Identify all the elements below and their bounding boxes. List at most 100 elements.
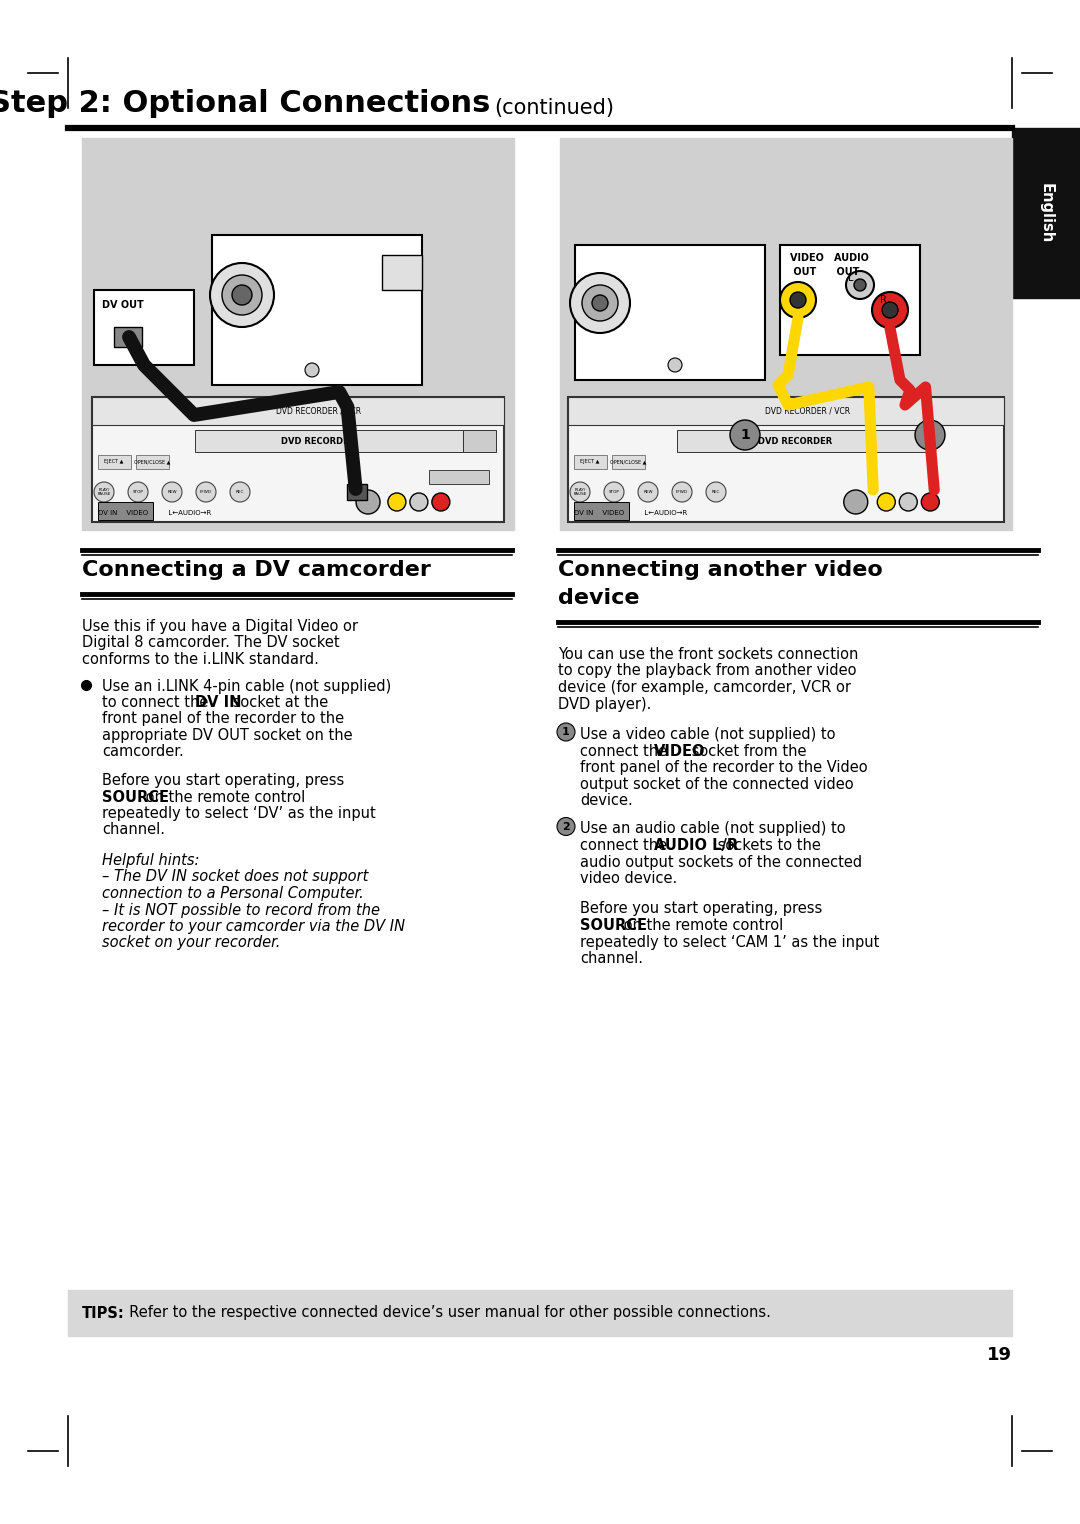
Circle shape bbox=[780, 282, 816, 319]
Circle shape bbox=[592, 296, 608, 311]
Text: FFWD: FFWD bbox=[676, 491, 688, 494]
Circle shape bbox=[94, 482, 114, 501]
Text: PLAY/
PAUSE: PLAY/ PAUSE bbox=[573, 488, 586, 497]
Text: L: L bbox=[848, 273, 853, 283]
Text: to copy the playback from another video: to copy the playback from another video bbox=[558, 663, 856, 678]
Circle shape bbox=[730, 421, 760, 450]
Text: STOP: STOP bbox=[133, 491, 144, 494]
Text: DV IN    VIDEO         L←AUDIO→R: DV IN VIDEO L←AUDIO→R bbox=[98, 511, 212, 517]
Text: OPEN/CLOSE ▲: OPEN/CLOSE ▲ bbox=[134, 460, 171, 465]
Text: Before you start operating, press: Before you start operating, press bbox=[102, 773, 345, 788]
Circle shape bbox=[669, 358, 681, 372]
Text: Use an audio cable (not supplied) to: Use an audio cable (not supplied) to bbox=[580, 821, 846, 837]
Circle shape bbox=[582, 285, 618, 322]
Text: TIPS:: TIPS: bbox=[82, 1306, 125, 1320]
Circle shape bbox=[872, 293, 908, 328]
Circle shape bbox=[789, 293, 806, 308]
Text: sockets to the: sockets to the bbox=[713, 838, 821, 853]
Text: R: R bbox=[880, 296, 887, 305]
Text: REW: REW bbox=[644, 491, 652, 494]
Text: Refer to the respective connected device’s user manual for other possible connec: Refer to the respective connected device… bbox=[120, 1306, 771, 1320]
Bar bbox=[68, 1289, 1012, 1337]
Bar bbox=[94, 290, 194, 366]
Text: 1: 1 bbox=[562, 727, 570, 738]
Text: PLAY/
PAUSE: PLAY/ PAUSE bbox=[97, 488, 110, 497]
Circle shape bbox=[706, 482, 726, 501]
Text: audio output sockets of the connected: audio output sockets of the connected bbox=[580, 855, 862, 870]
Text: Helpful hints:: Helpful hints: bbox=[102, 853, 200, 869]
Text: EJECT ▲: EJECT ▲ bbox=[105, 460, 124, 465]
Text: Use an i.LINK 4-pin cable (not supplied): Use an i.LINK 4-pin cable (not supplied) bbox=[102, 678, 391, 693]
Text: OUT      OUT: OUT OUT bbox=[789, 267, 860, 277]
Circle shape bbox=[557, 722, 575, 741]
Text: DV IN    VIDEO         L←AUDIO→R: DV IN VIDEO L←AUDIO→R bbox=[573, 511, 687, 517]
Text: DVD player).: DVD player). bbox=[558, 696, 651, 712]
Circle shape bbox=[877, 492, 895, 511]
Text: to connect the: to connect the bbox=[102, 695, 213, 710]
Circle shape bbox=[921, 492, 940, 511]
Text: Use a video cable (not supplied) to: Use a video cable (not supplied) to bbox=[580, 727, 836, 742]
Circle shape bbox=[915, 421, 945, 450]
Circle shape bbox=[846, 271, 874, 299]
Circle shape bbox=[672, 482, 692, 501]
Circle shape bbox=[854, 279, 866, 291]
Text: REC: REC bbox=[712, 491, 720, 494]
Text: front panel of the recorder to the Video: front panel of the recorder to the Video bbox=[580, 760, 867, 776]
Text: Step 2: Optional Connections: Step 2: Optional Connections bbox=[0, 88, 490, 117]
Circle shape bbox=[410, 492, 428, 511]
Text: connect the: connect the bbox=[580, 838, 672, 853]
Bar bbox=[568, 396, 1004, 523]
Text: video device.: video device. bbox=[580, 872, 677, 885]
Text: 2: 2 bbox=[562, 821, 570, 832]
Text: on the remote control: on the remote control bbox=[619, 917, 783, 933]
Text: Connecting another video: Connecting another video bbox=[558, 559, 882, 581]
Text: DVD RECORDER / VCR: DVD RECORDER / VCR bbox=[766, 407, 850, 416]
Text: Use this if you have a Digital Video or: Use this if you have a Digital Video or bbox=[82, 619, 357, 634]
Text: DVD RECORDER: DVD RECORDER bbox=[282, 436, 355, 445]
Text: VIDEO: VIDEO bbox=[654, 744, 706, 759]
Text: VIDEO   AUDIO: VIDEO AUDIO bbox=[789, 253, 869, 264]
Bar bbox=[92, 396, 504, 523]
Circle shape bbox=[305, 363, 319, 376]
Text: device: device bbox=[558, 588, 639, 608]
Text: OPEN/CLOSE ▲: OPEN/CLOSE ▲ bbox=[610, 460, 646, 465]
Text: – It is NOT possible to record from the: – It is NOT possible to record from the bbox=[102, 902, 380, 917]
Circle shape bbox=[843, 491, 867, 514]
Circle shape bbox=[356, 491, 380, 514]
Text: DVD RECORDER / VCR: DVD RECORDER / VCR bbox=[276, 407, 361, 416]
Text: Before you start operating, press: Before you start operating, press bbox=[580, 902, 822, 916]
Bar bbox=[561, 139, 1012, 530]
Text: REW: REW bbox=[167, 491, 177, 494]
Text: device (for example, camcorder, VCR or: device (for example, camcorder, VCR or bbox=[558, 680, 851, 695]
Text: You can use the front sockets connection: You can use the front sockets connection bbox=[558, 648, 859, 661]
Text: repeatedly to select ‘DV’ as the input: repeatedly to select ‘DV’ as the input bbox=[102, 806, 376, 821]
Circle shape bbox=[388, 492, 406, 511]
Text: socket on your recorder.: socket on your recorder. bbox=[102, 936, 281, 951]
Bar bbox=[575, 245, 765, 379]
Text: DVD RECORDER: DVD RECORDER bbox=[757, 436, 832, 445]
Text: EJECT ▲: EJECT ▲ bbox=[580, 460, 599, 465]
Bar bbox=[98, 456, 131, 469]
Text: recorder to your camcorder via the DV IN: recorder to your camcorder via the DV IN bbox=[102, 919, 405, 934]
Text: connect the: connect the bbox=[580, 744, 672, 759]
Circle shape bbox=[210, 264, 274, 328]
Circle shape bbox=[195, 482, 216, 501]
Text: output socket of the connected video: output socket of the connected video bbox=[580, 777, 853, 791]
Text: 19: 19 bbox=[987, 1346, 1012, 1364]
Circle shape bbox=[432, 492, 450, 511]
Circle shape bbox=[557, 817, 575, 835]
Text: Digital 8 camcorder. The DV socket: Digital 8 camcorder. The DV socket bbox=[82, 636, 339, 651]
Text: channel.: channel. bbox=[580, 951, 643, 966]
Bar bbox=[568, 396, 1004, 425]
Circle shape bbox=[129, 482, 148, 501]
Text: SOURCE: SOURCE bbox=[580, 917, 647, 933]
Bar bbox=[429, 469, 489, 485]
Text: conforms to the i.LINK standard.: conforms to the i.LINK standard. bbox=[82, 652, 319, 668]
Bar bbox=[82, 139, 514, 530]
Text: English: English bbox=[1039, 183, 1053, 244]
Bar bbox=[92, 396, 504, 425]
Circle shape bbox=[230, 482, 249, 501]
Circle shape bbox=[222, 274, 262, 315]
Text: channel.: channel. bbox=[102, 823, 165, 838]
Text: socket at the: socket at the bbox=[228, 695, 327, 710]
